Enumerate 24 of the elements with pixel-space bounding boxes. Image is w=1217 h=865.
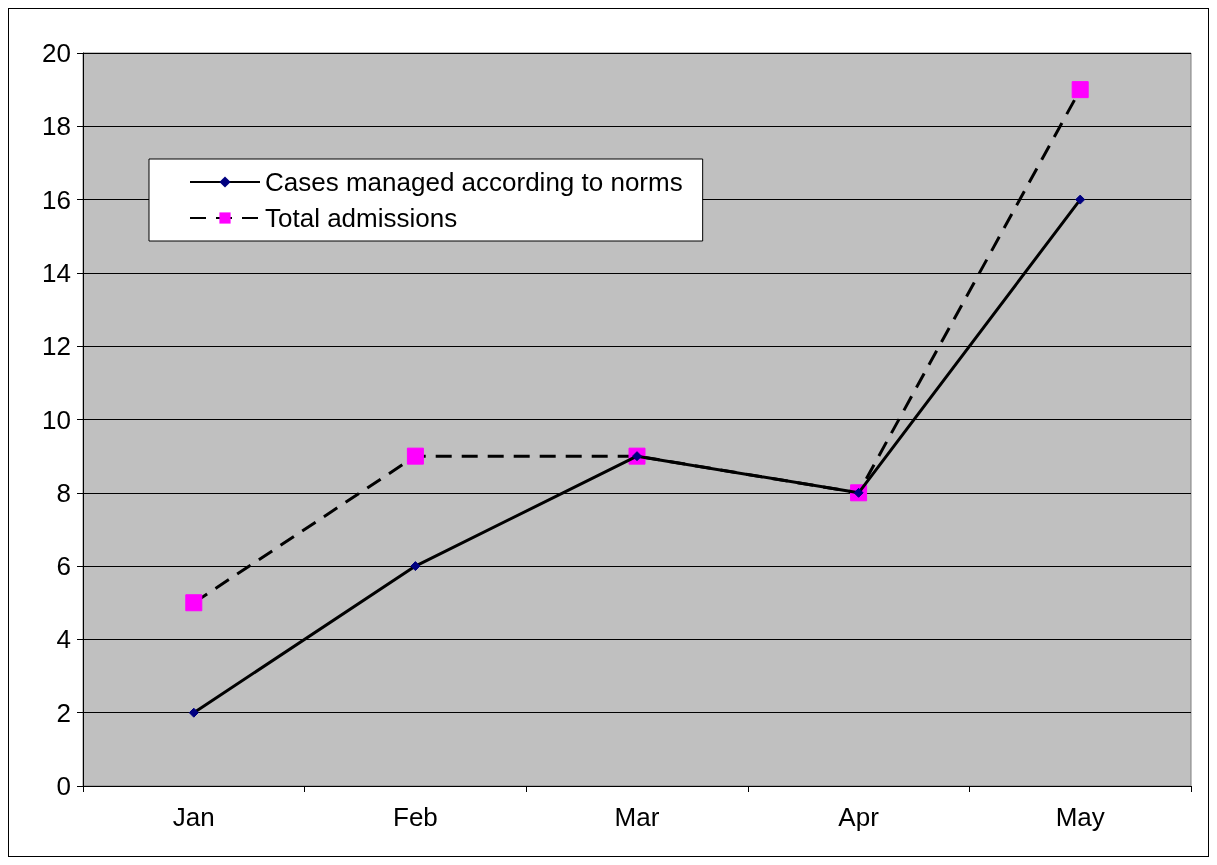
- y-tick-label: 10: [42, 404, 71, 435]
- y-tick-label: 20: [42, 38, 71, 68]
- legend-label: Cases managed according to norms: [265, 167, 683, 197]
- x-tick-label: May: [1055, 802, 1105, 832]
- y-tick-label: 0: [56, 771, 71, 801]
- y-tick-label: 18: [42, 111, 71, 142]
- y-tick-label: 6: [56, 551, 71, 582]
- y-tick-label: 4: [56, 624, 71, 655]
- y-tick-label: 12: [42, 331, 71, 362]
- point: [410, 561, 421, 572]
- y-tick-label: 14: [42, 257, 71, 288]
- point: [1075, 194, 1086, 205]
- legend-label: Total admissions: [265, 203, 458, 233]
- x-tick-label: Mar: [614, 802, 660, 832]
- x-tick-label: Feb: [392, 802, 438, 832]
- y-tick-label: 8: [56, 477, 71, 508]
- point: [185, 594, 203, 612]
- x-tick-label: Apr: [838, 802, 880, 832]
- point: [406, 447, 424, 465]
- x-tick-label: Jan: [172, 802, 215, 832]
- point: [1071, 81, 1089, 99]
- point: [188, 707, 199, 718]
- y-tick-label: 2: [56, 697, 71, 728]
- y-tick-label: 16: [42, 184, 71, 215]
